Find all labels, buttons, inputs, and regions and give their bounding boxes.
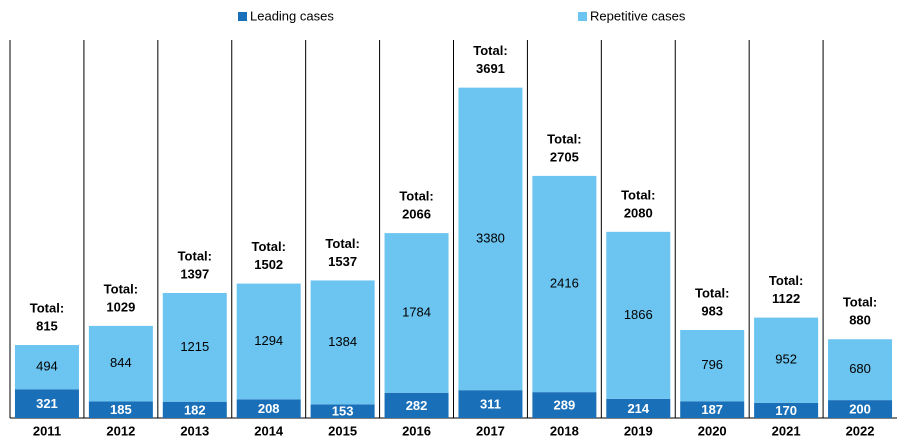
value-label: 282 [406,398,428,413]
bar-segment [236,283,301,400]
bar-segment [14,389,79,418]
bar-segment [310,280,375,405]
x-tick-label: 2011 [33,423,61,438]
value-label: 170 [775,403,797,418]
bar-segment [458,390,523,418]
value-label: 289 [554,398,576,413]
total-caption: Total: [178,248,212,263]
value-label: 311 [480,397,501,412]
value-label: 1866 [624,307,653,322]
bar-segment [754,317,819,403]
x-tick-label: 2021 [772,423,801,438]
total-label: 1502 [254,257,283,272]
total-caption: Total: [251,239,285,254]
bar-segment [458,87,523,391]
bar-segment [162,401,227,418]
total-caption: Total: [30,300,64,315]
bar-segment [88,401,153,418]
x-tick-label: 2013 [180,423,209,438]
bar-segment [384,392,449,418]
x-tick-label: 2022 [846,423,875,438]
legend-label: Leading cases [250,8,334,23]
x-tick-label: 2019 [624,423,653,438]
bar-segment [606,231,671,399]
value-label: 182 [184,402,206,417]
bar-segment [828,400,893,418]
value-label: 1215 [180,339,209,354]
total-label: 1122 [772,291,800,306]
bar-segment [14,345,79,390]
bar-segment [680,330,745,402]
value-label: 1784 [402,304,431,319]
total-label: 880 [849,313,871,328]
value-label: 2416 [550,275,579,290]
bar-segment [606,398,671,418]
x-tick-label: 2020 [698,423,727,438]
bar-segment [384,233,449,393]
x-tick-label: 2014 [254,423,284,438]
value-label: 214 [627,401,649,416]
total-caption: Total: [843,295,877,310]
value-label: 3380 [476,230,505,245]
total-caption: Total: [104,281,138,296]
value-label: 796 [701,357,723,372]
value-label: 187 [701,402,723,417]
bar-segment [680,401,745,418]
value-label: 494 [36,359,58,374]
value-label: 200 [849,401,871,416]
total-caption: Total: [399,189,433,204]
legend-label: Repetitive cases [590,8,686,23]
bar-segment [88,325,153,402]
bar-segment [162,292,227,402]
bar-segment [532,175,597,393]
bar-segment [532,392,597,418]
total-label: 2080 [624,205,653,220]
total-caption: Total: [325,236,359,251]
x-tick-label: 2018 [550,423,579,438]
total-caption: Total: [473,43,507,58]
total-caption: Total: [547,131,581,146]
bar-segment [828,339,893,401]
total-label: 2705 [550,149,579,164]
value-label: 1294 [254,333,283,348]
bar-segment [310,404,375,418]
value-label: 153 [332,404,354,419]
value-label: 844 [110,355,132,370]
x-tick-label: 2017 [476,423,505,438]
total-label: 3691 [476,61,505,76]
legend-swatch [238,12,247,21]
value-label: 680 [849,361,871,376]
total-caption: Total: [695,285,729,300]
bar-segment [754,402,819,418]
x-tick-label: 2015 [328,423,357,438]
total-label: 815 [36,318,58,333]
total-label: 1029 [106,299,135,314]
total-label: 1397 [180,266,209,281]
legend-swatch [578,12,587,21]
value-label: 1384 [328,334,357,349]
total-label: 983 [701,303,723,318]
x-tick-label: 2016 [402,423,431,438]
value-label: 185 [110,402,132,417]
bar-segment [236,399,301,418]
value-label: 952 [775,352,797,367]
total-label: 1537 [328,254,357,269]
total-label: 2066 [402,207,431,222]
x-tick-label: 2012 [106,423,135,438]
value-label: 208 [258,401,280,416]
total-caption: Total: [769,273,803,288]
total-caption: Total: [621,187,655,202]
value-label: 321 [36,396,58,411]
